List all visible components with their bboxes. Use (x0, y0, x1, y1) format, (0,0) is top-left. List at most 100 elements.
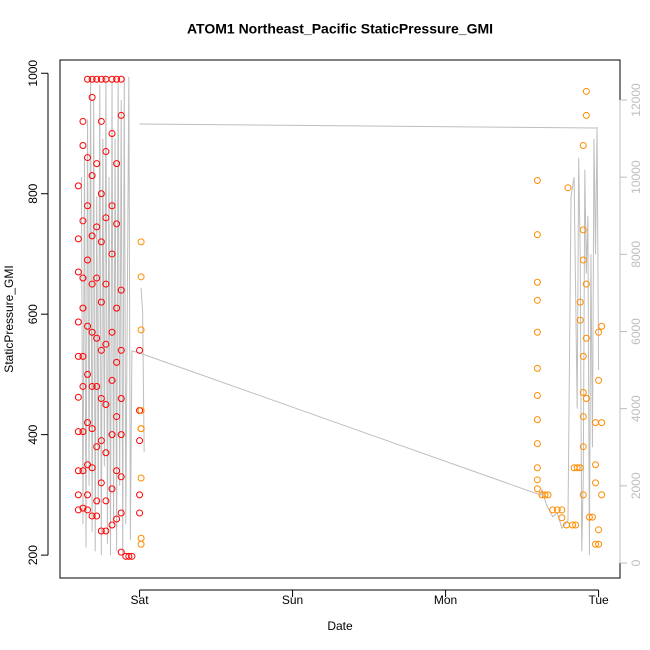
data-point (137, 326, 145, 334)
data-point (533, 364, 541, 372)
data-point (102, 148, 110, 156)
data-point (108, 129, 116, 137)
x-axis-label: Date (327, 619, 353, 633)
data-point (117, 286, 125, 294)
data-point (97, 117, 105, 125)
data-point (97, 346, 105, 354)
data-point (93, 497, 101, 505)
data-point (84, 256, 92, 264)
data-point (558, 506, 566, 514)
data-point (128, 552, 136, 560)
data-point (137, 540, 145, 548)
data-point (137, 273, 145, 281)
data-point (84, 202, 92, 210)
data-point (108, 250, 116, 258)
data-point (88, 328, 96, 336)
data-point (136, 437, 144, 445)
data-point (582, 87, 590, 95)
data-point (113, 304, 121, 312)
data-point (136, 509, 144, 517)
data-point (93, 160, 101, 168)
data-point (117, 111, 125, 119)
data-point (582, 111, 590, 119)
data-point (533, 476, 541, 484)
data-point (113, 358, 121, 366)
data-point (102, 497, 110, 505)
data-point (533, 231, 541, 239)
data-point (102, 401, 110, 409)
data-point (544, 491, 552, 499)
data-point (588, 513, 596, 521)
y2-tick-label: 12000 (629, 83, 643, 117)
data-point (84, 322, 92, 330)
data-point (88, 172, 96, 180)
data-point (93, 274, 101, 282)
data-point (93, 334, 101, 342)
data-point (79, 117, 87, 125)
data-point (125, 552, 133, 560)
data-point (541, 491, 549, 499)
y2-tick-label: 6000 (629, 318, 643, 345)
y2-tick-label: 10000 (629, 160, 643, 194)
data-point (585, 513, 593, 521)
data-point (79, 304, 87, 312)
data-point (102, 449, 110, 457)
data-point (137, 238, 145, 246)
data-point (533, 391, 541, 399)
data-point (108, 376, 116, 384)
data-point (88, 464, 96, 472)
data-point (79, 142, 87, 150)
data-point (84, 491, 92, 499)
data-point (93, 443, 101, 451)
data-point (74, 428, 82, 436)
data-point (74, 352, 82, 360)
chart-title: ATOM1 Northeast_Pacific StaticPressure_G… (187, 21, 493, 37)
data-point (592, 479, 600, 487)
data-point (137, 407, 145, 415)
data-point (74, 506, 82, 514)
data-point (108, 202, 116, 210)
data-point (113, 413, 121, 421)
data-point (598, 491, 606, 499)
data-point (117, 473, 125, 481)
data-point (97, 298, 105, 306)
data-point (93, 75, 101, 83)
data-point (533, 485, 541, 493)
data-point (579, 491, 587, 499)
data-point (533, 176, 541, 184)
data-point (102, 280, 110, 288)
data-point (108, 328, 116, 336)
data-point (579, 388, 587, 396)
data-point (74, 467, 82, 475)
data-point (572, 521, 580, 529)
data-point (533, 278, 541, 286)
data-point (97, 238, 105, 246)
data-point (88, 382, 96, 390)
data-point (595, 328, 603, 336)
data-point (592, 461, 600, 469)
data-point (108, 485, 116, 493)
data-point (576, 298, 584, 306)
data-point (117, 346, 125, 354)
data-point (74, 318, 82, 326)
data-point (88, 232, 96, 240)
data-point (533, 464, 541, 472)
data-point (108, 521, 116, 529)
data-line (80, 76, 600, 556)
data-point (117, 75, 125, 83)
data-point (582, 280, 590, 288)
y-tick-label: 800 (26, 183, 40, 203)
data-point (582, 334, 590, 342)
data-point (569, 521, 577, 529)
data-point (592, 540, 600, 548)
y2-tick-label: 0 (629, 559, 643, 566)
data-point (595, 526, 603, 534)
y2-tick-label: 4000 (629, 395, 643, 422)
data-point (79, 382, 87, 390)
data-point (79, 467, 87, 475)
y-axis-label: StaticPressure_GMI (2, 265, 16, 372)
data-point (102, 340, 110, 348)
data-point (93, 382, 101, 390)
data-point (93, 512, 101, 520)
